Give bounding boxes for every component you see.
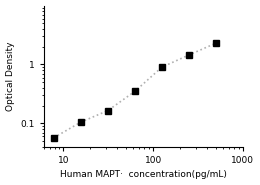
- Y-axis label: Optical Density: Optical Density: [5, 41, 15, 111]
- X-axis label: Human MAPT·  concentration(pg/mL): Human MAPT· concentration(pg/mL): [60, 170, 227, 179]
